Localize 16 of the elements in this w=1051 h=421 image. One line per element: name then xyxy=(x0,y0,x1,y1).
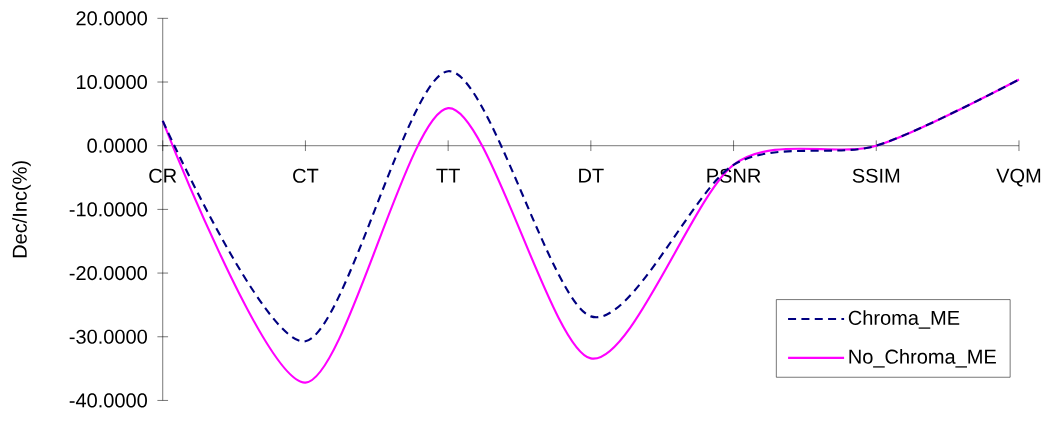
x-tick-label: VQM xyxy=(996,168,1041,187)
y-tick-label: -10.0000 xyxy=(69,202,147,217)
y-tick-label: -20.0000 xyxy=(69,265,147,280)
x-tick-label: SSIM xyxy=(852,168,900,183)
y-tick-label: 20.0000 xyxy=(76,11,147,26)
y-tick-label: 0.0000 xyxy=(87,138,147,153)
legend-label: Chroma_ME xyxy=(848,310,960,329)
x-tick-label: CT xyxy=(293,168,319,183)
y-tick-label: -40.0000 xyxy=(69,393,147,408)
x-tick-label: DT xyxy=(579,168,604,183)
y-axis-title: Dec/Inc(%) xyxy=(12,160,31,258)
x-tick-label: CR xyxy=(149,168,177,183)
y-tick-label: 10.0000 xyxy=(77,74,147,89)
legend-label: No_Chroma_ME xyxy=(849,348,996,368)
x-tick-label: TT xyxy=(436,168,460,183)
y-tick-label: -30.0000 xyxy=(69,329,147,344)
